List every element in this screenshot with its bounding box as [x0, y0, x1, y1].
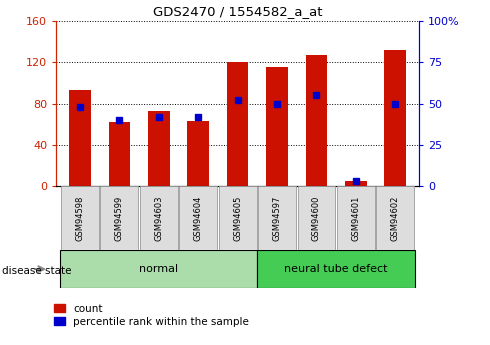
Text: normal: normal: [139, 264, 178, 274]
Bar: [258, 186, 296, 250]
Bar: [337, 186, 375, 250]
Bar: [140, 186, 178, 250]
Bar: [179, 186, 217, 250]
Bar: [266, 67, 288, 186]
Bar: [61, 186, 99, 250]
Bar: [297, 186, 335, 250]
Bar: [376, 186, 414, 250]
Bar: [345, 181, 367, 186]
Text: GSM94601: GSM94601: [351, 196, 360, 241]
Bar: [187, 121, 209, 186]
Text: GSM94604: GSM94604: [194, 196, 203, 241]
Text: GSM94602: GSM94602: [391, 196, 400, 241]
Bar: [100, 186, 138, 250]
Text: GSM94605: GSM94605: [233, 196, 242, 241]
Bar: [257, 250, 415, 288]
Text: GSM94599: GSM94599: [115, 196, 124, 241]
Legend: count, percentile rank within the sample: count, percentile rank within the sample: [54, 304, 249, 327]
Bar: [385, 50, 406, 186]
Bar: [60, 250, 257, 288]
Text: GSM94603: GSM94603: [154, 196, 163, 241]
Text: GSM94600: GSM94600: [312, 196, 321, 241]
Bar: [306, 55, 327, 186]
Text: GSM94598: GSM94598: [75, 196, 84, 241]
Text: neural tube defect: neural tube defect: [284, 264, 388, 274]
Text: disease state: disease state: [2, 266, 72, 276]
Bar: [109, 122, 130, 186]
Bar: [69, 90, 91, 186]
Bar: [219, 186, 257, 250]
Text: GSM94597: GSM94597: [272, 196, 282, 241]
Bar: [148, 111, 170, 186]
Title: GDS2470 / 1554582_a_at: GDS2470 / 1554582_a_at: [153, 5, 322, 18]
Bar: [227, 62, 248, 186]
